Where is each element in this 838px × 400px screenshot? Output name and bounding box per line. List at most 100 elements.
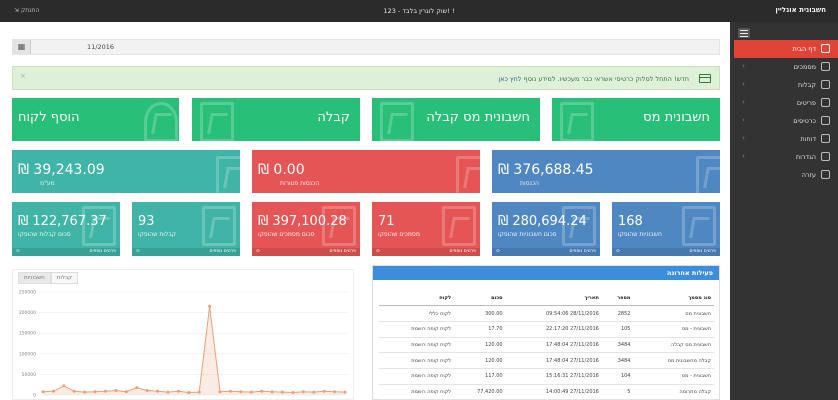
calendar-icon[interactable]: ▦ <box>13 40 31 54</box>
table-cell: 17.70 <box>454 321 506 338</box>
document-icon <box>202 206 236 246</box>
table-cell: 27/11/2016 14:00:49 <box>505 384 602 400</box>
chevron-left-icon: ‹ <box>742 80 745 88</box>
sidebar-item-documents[interactable]: ‹ מסמכים <box>734 58 838 76</box>
stat-label: מסמכים שהופקו <box>378 231 420 238</box>
data-point[interactable] <box>135 386 139 390</box>
hamburger-menu-icon[interactable] <box>738 28 750 38</box>
tab-invoices[interactable]: חשבוניות <box>18 272 51 284</box>
data-point[interactable] <box>270 390 274 394</box>
arrow-circle-icon: ⊙ <box>136 249 140 254</box>
stat-label: חשבוניות שהופקו <box>618 231 662 238</box>
stat-value: ₪ 376,688.45 <box>498 162 594 178</box>
table-row[interactable]: חשבונית מס קבלה 3484 27/11/2016 17:48:04 12… <box>379 337 714 354</box>
stat-value: ₪ 0.00 <box>258 162 305 178</box>
data-point[interactable] <box>208 304 212 308</box>
sidebar-item-receipts[interactable]: ‹ קבלות <box>734 76 838 94</box>
data-point[interactable] <box>41 390 45 394</box>
data-point[interactable] <box>166 390 170 394</box>
table-cell: 3484 <box>601 337 634 354</box>
series-line <box>42 306 346 394</box>
table-row[interactable]: קבלה מתרומה 5 27/11/2016 14:00:49 77,420.00… <box>379 384 714 400</box>
sidebar-item-label: דוחות <box>800 135 816 143</box>
alert-link[interactable]: לחץ כאן <box>498 75 522 83</box>
action-add-customer[interactable]: הוסף לקוח <box>12 98 179 141</box>
table-cell: חשבונית מס <box>633 305 714 322</box>
more-details-link[interactable]: פרטים נוספים ⊙ <box>372 248 480 256</box>
table-row[interactable]: קבלה מחשבונית מס 3484 27/11/2016 17:48:04 1… <box>379 352 714 369</box>
table-cell: 77,420.00 <box>454 384 506 400</box>
sidebar-item-cards[interactable]: ‹ כרטיסים <box>734 112 838 130</box>
close-icon[interactable]: × <box>20 72 26 80</box>
stat-value: 168 <box>618 214 643 229</box>
table-cell: 120.00 <box>454 352 506 369</box>
stat-vat: ₪ 39,243.09 מע"מ <box>12 150 240 193</box>
action-tax-invoice-receipt[interactable]: חשבונית מס קבלה <box>372 98 540 141</box>
more-details-link[interactable]: פרטים נוספים ⊙ <box>612 248 720 256</box>
data-point[interactable] <box>343 390 347 394</box>
data-point[interactable] <box>228 389 232 393</box>
items-icon <box>821 98 830 107</box>
sidebar-item-settings[interactable]: ‹ הגדרות <box>734 148 838 166</box>
action-receipt[interactable]: קבלה <box>192 98 360 141</box>
data-point[interactable] <box>103 389 107 393</box>
brand-logo[interactable]: חשבונית אונליין <box>775 6 826 14</box>
data-point[interactable] <box>124 390 128 394</box>
data-point[interactable] <box>281 390 285 394</box>
data-point[interactable] <box>301 390 305 394</box>
more-details-link[interactable]: פרטים נוספים ⊙ <box>492 248 600 256</box>
help-icon <box>821 170 830 179</box>
user-icon <box>821 116 830 125</box>
data-point[interactable] <box>145 388 149 392</box>
date-picker[interactable]: ▦ 11/2016 <box>12 39 720 55</box>
action-label: הוסף לקוח <box>18 110 80 125</box>
sidebar-item-items[interactable]: ‹ פריטים <box>734 94 838 112</box>
data-point[interactable] <box>312 390 316 394</box>
data-point[interactable] <box>218 390 222 394</box>
home-icon <box>821 44 830 53</box>
data-point[interactable] <box>239 390 243 394</box>
stat-label: סכום חשבוניות שהופקו <box>498 231 557 238</box>
action-tax-invoice[interactable]: חשבונית מס <box>552 98 720 141</box>
more-details-link[interactable]: פרטים נוספים ⊙ <box>252 248 360 256</box>
data-point[interactable] <box>51 389 55 393</box>
table-cell: חשבונית מס קבלה <box>633 337 714 354</box>
table-cell: לקוח קופה רושמת <box>379 352 455 369</box>
data-point[interactable] <box>322 389 326 393</box>
table-row[interactable]: חשבונית מס 2852 28/11/2016 09:54:06 300.00 ל… <box>379 305 714 322</box>
table-cell: 104 <box>601 368 634 385</box>
sidebar-item-reports[interactable]: ‹ דוחות <box>734 130 838 148</box>
table-cell: 27/11/2016 22:17:20 <box>505 321 602 338</box>
logout-link[interactable]: ⇲ התנתק <box>14 7 40 14</box>
stat-receipts-sum: ₪ 122,767.37 סכום קבלות שהופקו פרטים נוס… <box>12 202 120 256</box>
data-point[interactable] <box>114 388 118 392</box>
data-point[interactable] <box>187 391 191 395</box>
data-point[interactable] <box>62 384 66 388</box>
data-point[interactable] <box>83 390 87 394</box>
top-bar: חשבונית אונליין 123 - שוק לוגרין בלבד! !… <box>0 0 838 22</box>
data-point[interactable] <box>333 390 337 394</box>
data-point[interactable] <box>72 389 76 393</box>
y-tick-label: 150000 <box>19 331 36 337</box>
table-cell: 117.00 <box>454 368 506 385</box>
y-tick-label: 250000 <box>19 290 36 296</box>
table-cell: 3484 <box>601 352 634 369</box>
tab-receipts[interactable]: קבלות <box>50 272 79 284</box>
data-point[interactable] <box>93 390 97 394</box>
data-point[interactable] <box>249 390 253 394</box>
table-row[interactable]: חשבונית - מס 104 27/11/2016 15:16:31 117.00… <box>379 368 714 385</box>
data-point[interactable] <box>260 389 264 393</box>
action-label: חשבונית מס קבלה <box>426 110 530 125</box>
stat-label: סכום קבלות שהופקו <box>18 231 71 238</box>
y-tick-label: 50000 <box>22 372 36 378</box>
data-point[interactable] <box>176 389 180 393</box>
more-details-link[interactable]: פרטים נוספים ⊙ <box>12 248 120 256</box>
data-point[interactable] <box>156 389 160 393</box>
sidebar-item-help[interactable]: עזרה <box>734 166 838 184</box>
data-point[interactable] <box>197 390 201 394</box>
more-details-link[interactable]: פרטים נוספים ⊙ <box>132 248 240 256</box>
sidebar-item-home[interactable]: דף הבית <box>734 40 838 58</box>
table-row[interactable]: חשבונית - מס 105 27/11/2016 22:17:20 17.70 ל… <box>379 321 714 338</box>
data-point[interactable] <box>291 391 295 395</box>
table-header-row: סוג מסמך מספר תאריך סכום לקוח <box>379 290 714 307</box>
